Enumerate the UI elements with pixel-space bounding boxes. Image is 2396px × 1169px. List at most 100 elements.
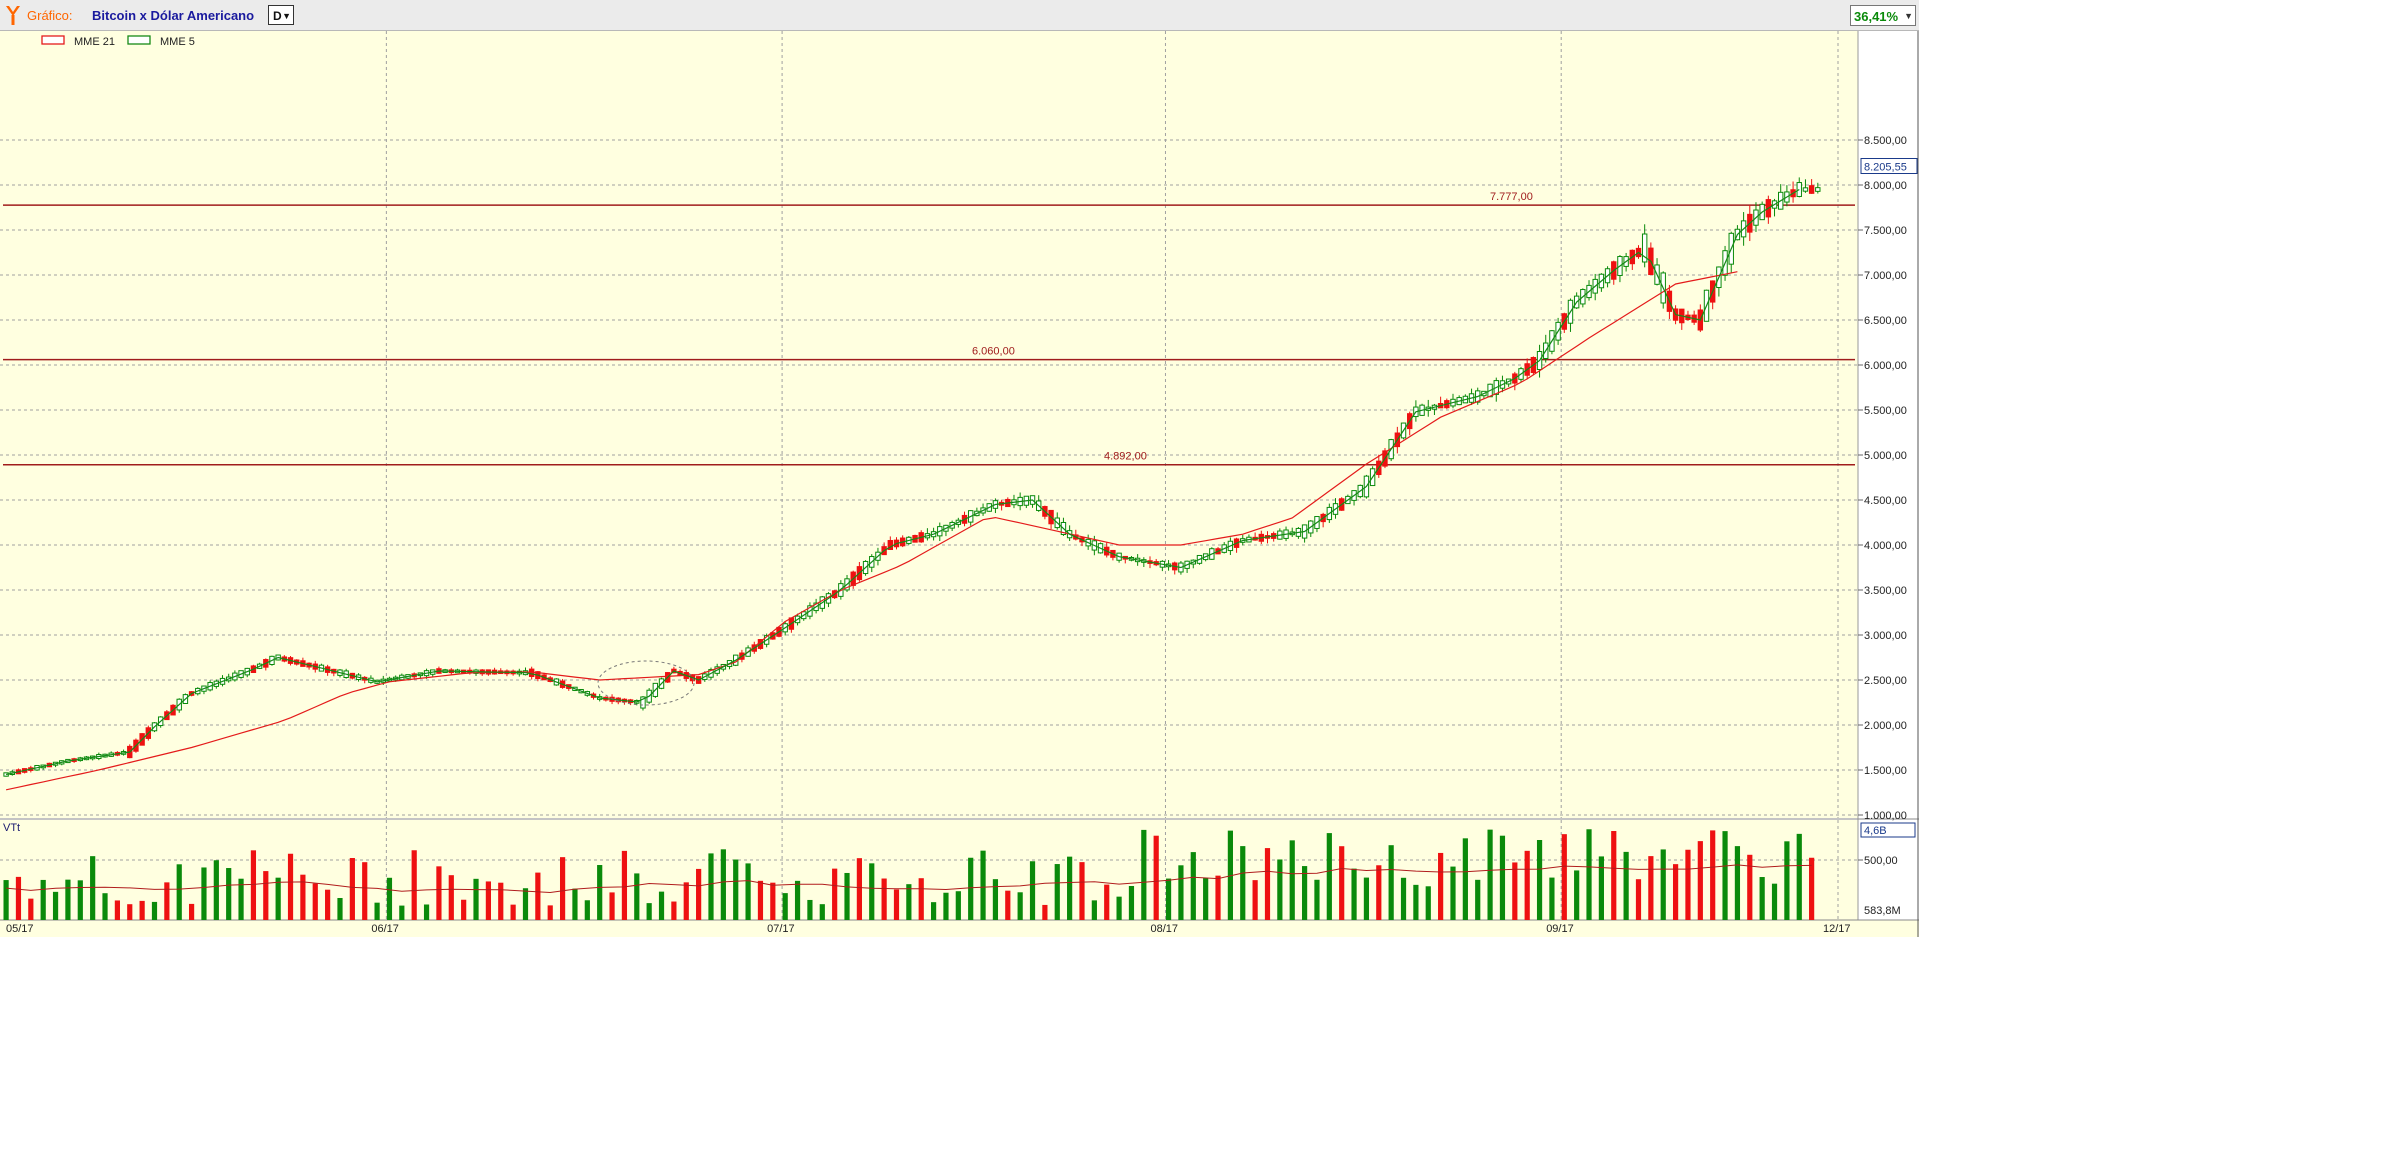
volume-bar [15,876,22,920]
volume-bar [1623,851,1629,920]
volume-bar [869,863,875,920]
volume-bar [1611,831,1617,920]
volume-bar [708,853,714,920]
volume-bar [856,858,862,920]
price-panel [0,31,1858,818]
volume-bar [522,888,529,920]
volume-bar [1747,854,1753,920]
level-label: 6.060,00 [972,346,1015,358]
volume-bar [634,873,640,920]
volume-bar [1574,870,1580,920]
volume-bar [312,883,318,920]
candle-body [1808,185,1815,194]
volume-bar [745,863,751,920]
volume-bar [646,903,652,920]
volume-bar [176,864,182,920]
volume-bar [807,899,813,920]
volume-bar [992,879,999,920]
volume-bar [955,891,961,920]
volume-bar [1438,852,1444,920]
volume-bar [287,853,294,920]
volume-bar [1252,880,1258,920]
asset-title[interactable]: Bitcoin x Dólar Americano [92,8,255,23]
volume-bar [1561,834,1567,920]
volume-bar [683,882,689,920]
volume-bar [201,867,207,920]
x-tick-label: 07/17 [767,923,795,935]
series-line-mme5 [5,188,1800,776]
volume-bar [436,866,442,920]
volume-bar [1029,861,1036,920]
period-value: D [273,9,282,23]
last-price-label: 8.205,55 [1864,162,1907,174]
volume-bar [498,882,504,920]
volume-bar [1363,877,1370,920]
volume-bar [1524,850,1530,920]
volume-bar [1598,856,1604,920]
period-select[interactable]: D ▼ [268,5,294,25]
volume-bar [572,888,578,920]
volume-bar [1203,878,1209,920]
volume-bar [1042,904,1048,920]
y-tick-label: 6.500,00 [1864,315,1907,327]
volume-bar [621,850,628,920]
volume-bar [473,878,479,920]
level-label: 4.892,00 [1104,451,1147,463]
volume-bar [250,850,257,920]
y-tick-label: 6.000,00 [1864,360,1907,372]
volume-bar [547,905,553,920]
x-tick-label: 09/17 [1546,923,1574,935]
y-tick-label: 3.000,00 [1864,630,1907,642]
volume-bar [102,893,108,920]
volume-bar [1450,866,1456,920]
volume-bars-group [3,829,1815,920]
volume-bar [844,872,850,920]
time-axis-panel [0,920,1919,937]
volume-bar [1660,849,1666,920]
volume-bar [1091,900,1097,920]
volume-bar [3,880,9,920]
volume-bar [275,877,281,920]
volume-bar [1128,885,1135,920]
volume-bar [930,902,937,920]
volume-bar [609,892,615,920]
volume-bar [1351,868,1357,920]
volume-bar [1067,856,1073,920]
price-chart[interactable]: 05/1706/1707/1708/1709/1710/1711/1712/17… [0,31,1919,937]
volume-bar [1314,879,1320,920]
volume-bar [1413,884,1419,920]
volume-bar [559,857,566,920]
volume-bar [696,868,702,920]
volume-bar [1165,878,1172,920]
change-percent-select[interactable]: 36,41% ▼ [1850,5,1916,26]
volume-bar [881,878,887,920]
volume-bar [1648,856,1654,920]
volume-bar [411,850,417,920]
chart-toolbar: Gráfico: Bitcoin x Dólar Americano D ▼ 3… [0,0,1919,31]
volume-bar [733,859,739,920]
volume-bar [1512,862,1518,920]
volume-bar [1685,849,1691,920]
candle-body [887,539,894,551]
volume-bar [1289,840,1295,920]
y-tick-label: 1.500,00 [1864,765,1907,777]
volume-bar [263,871,269,920]
volume-bar [943,892,949,920]
volume-bar [1475,879,1481,920]
volume-bar [906,884,912,920]
volume-bar [374,902,380,920]
volume-bar [386,877,393,920]
volume-bar [52,891,59,920]
volume-bar [139,900,145,920]
volume-bar [1672,864,1679,920]
volume-bar [832,868,838,920]
volume-bar [1376,865,1382,920]
chart-window: Gráfico: Bitcoin x Dólar Americano D ▼ 3… [0,0,1919,937]
volume-panel [0,820,1858,920]
volume-bar [325,889,331,920]
volume-bar [1425,886,1431,920]
y-tick-label: 4.500,00 [1864,495,1907,507]
volume-bar [584,900,590,920]
y-tick-label: 2.000,00 [1864,720,1907,732]
candle-body [1802,187,1809,192]
